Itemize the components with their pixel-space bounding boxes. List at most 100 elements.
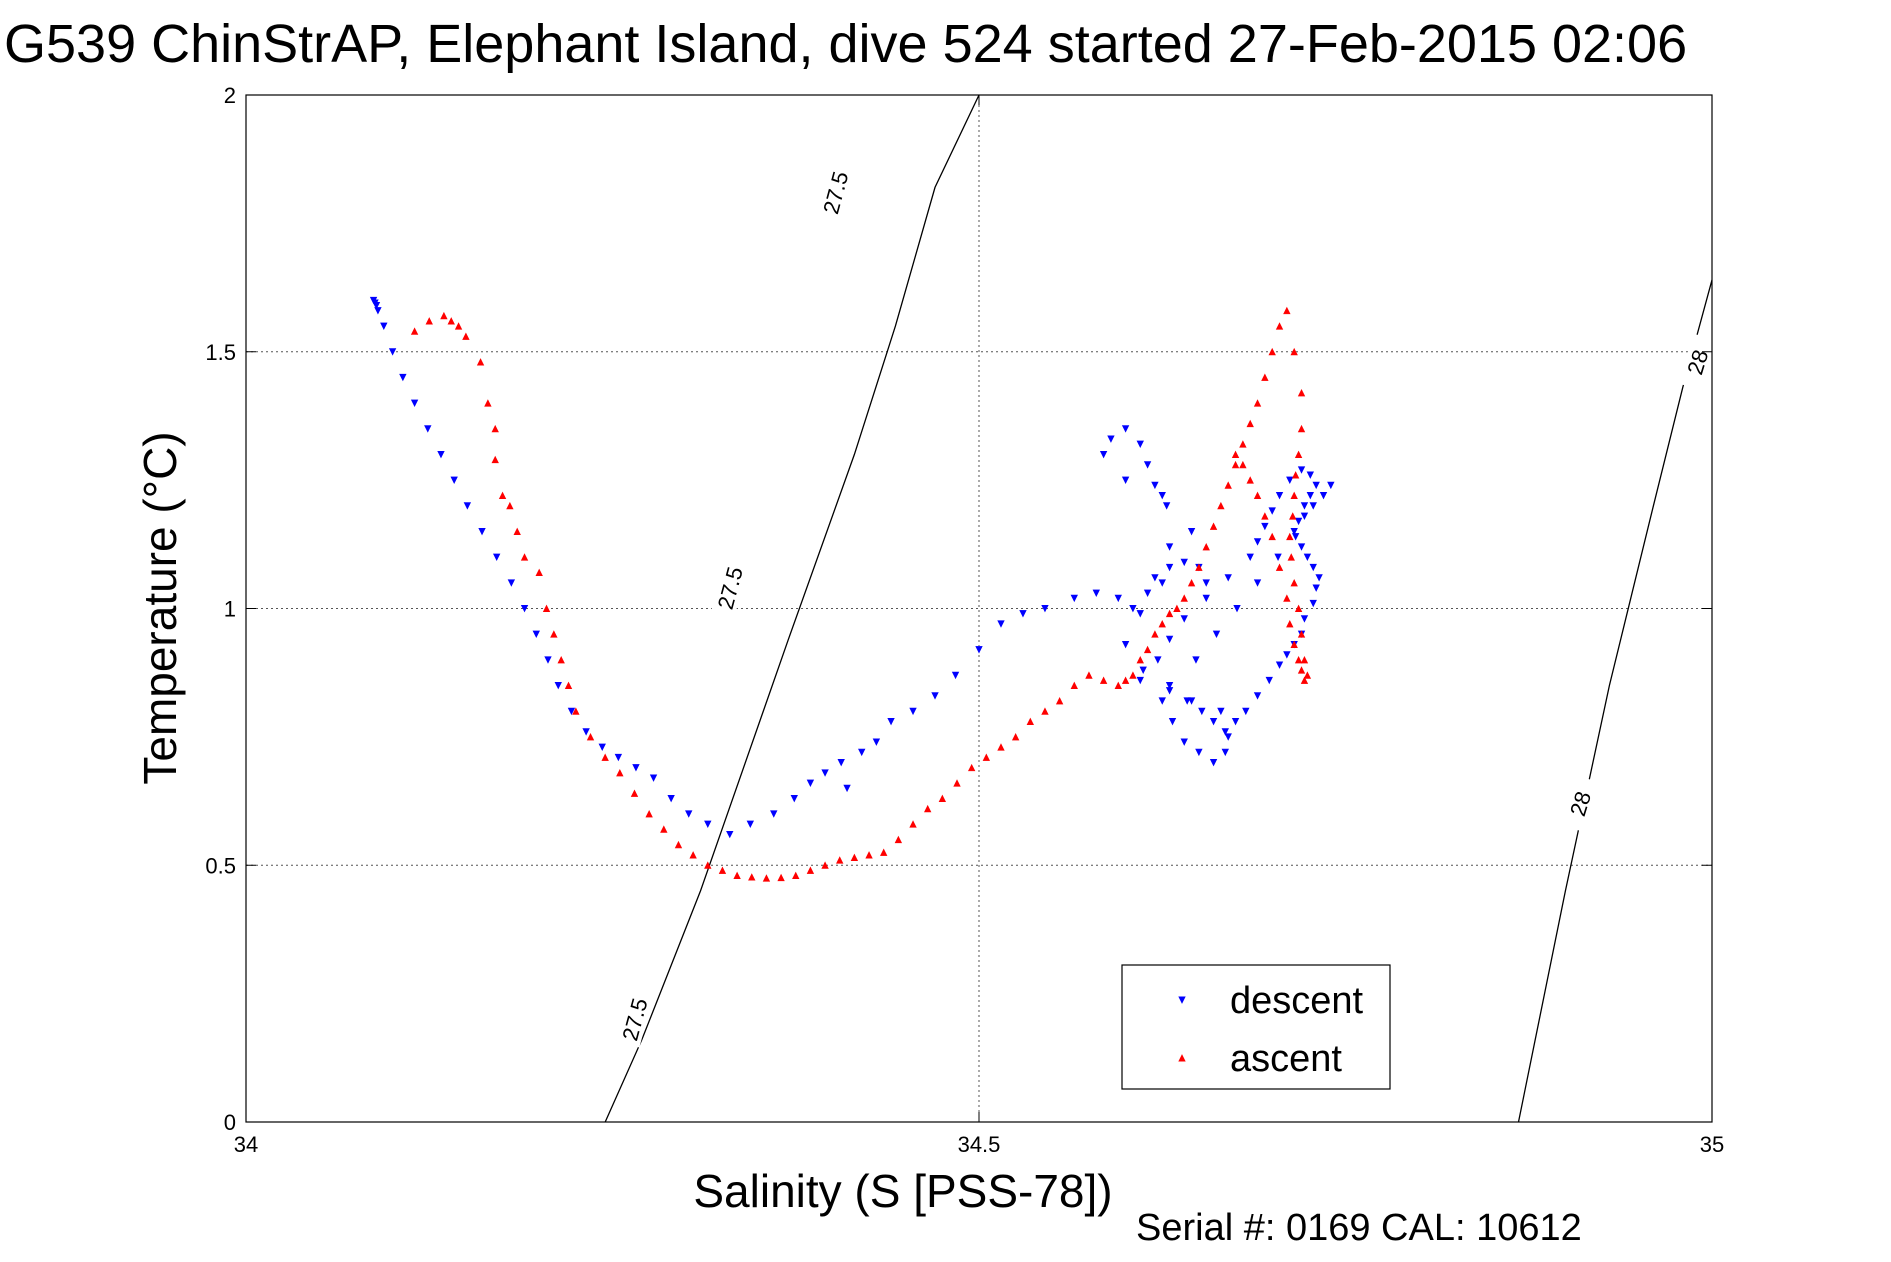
- ascent-point: [1121, 676, 1130, 684]
- ascent-point: [542, 604, 551, 613]
- descent-point: [667, 794, 675, 803]
- ascent-point: [1165, 609, 1174, 618]
- ascent-point: [1289, 512, 1297, 520]
- descent-point: [1224, 733, 1232, 741]
- descent-point: [1158, 492, 1166, 500]
- legend-box: [1121, 964, 1391, 1090]
- descent-point: [1242, 707, 1250, 716]
- descent-point: [507, 579, 516, 587]
- ascent-point: [909, 820, 917, 828]
- ascent-point: [1287, 553, 1295, 561]
- descent-point: [1312, 481, 1320, 490]
- descent-point: [951, 671, 960, 680]
- descent-point: [1231, 717, 1240, 726]
- chart-title: G539 ChinStrAP, Elephant Island, dive 52…: [4, 14, 1687, 74]
- ascent-point: [997, 743, 1005, 751]
- descent-point: [843, 784, 851, 793]
- isopycnal-27.5: [604, 94, 980, 1123]
- ascent-point: [1294, 604, 1303, 613]
- ascent-point: [1297, 666, 1306, 674]
- ascent-point: [1291, 471, 1300, 479]
- descent-point: [649, 774, 658, 782]
- descent-point: [1309, 563, 1317, 572]
- ascent-point: [1261, 373, 1269, 381]
- descent-point: [746, 820, 754, 829]
- descent-point: [1303, 553, 1312, 562]
- descent-point: [1121, 425, 1130, 433]
- legend-label-ascent: ascent: [1230, 1038, 1342, 1080]
- descent-point: [1253, 692, 1262, 700]
- descent-point: [931, 692, 939, 700]
- descent-point: [1212, 630, 1221, 639]
- descent-point: [1319, 492, 1328, 500]
- ascent-point: [630, 789, 639, 797]
- descent-point: [1041, 604, 1049, 613]
- descent-point: [399, 373, 407, 382]
- descent-point: [598, 743, 606, 752]
- isopycnal-label-bg: [1560, 775, 1600, 833]
- legend-marker-ascent: [1178, 1054, 1186, 1062]
- ascent-point: [1253, 399, 1262, 407]
- descent-point: [582, 728, 590, 736]
- descent-point: [614, 753, 623, 762]
- descent-point: [1180, 558, 1188, 567]
- descent-point: [1129, 604, 1137, 613]
- descent-point: [632, 764, 640, 772]
- ascent-point: [924, 804, 932, 813]
- descent-point: [770, 810, 778, 818]
- y-tick-label: 1: [224, 597, 236, 622]
- descent-point: [1136, 440, 1144, 449]
- ascent-point: [1283, 306, 1291, 315]
- ascent-point: [550, 630, 558, 638]
- descent-point: [1300, 502, 1309, 510]
- descent-point: [1165, 563, 1174, 572]
- descent-point: [975, 646, 983, 654]
- descent-point: [372, 302, 381, 310]
- descent-point: [997, 620, 1005, 628]
- descent-point: [493, 553, 501, 562]
- ascent-point: [689, 851, 697, 859]
- ascent-point: [1173, 604, 1181, 613]
- ascent-point: [1158, 620, 1166, 628]
- descent-point: [1233, 604, 1241, 613]
- descent-point: [1202, 594, 1210, 603]
- ascent-point: [1180, 594, 1188, 602]
- ascent-point: [1239, 440, 1247, 448]
- descent-point: [1275, 492, 1284, 500]
- descent-point: [1275, 661, 1284, 669]
- ascent-point: [491, 424, 499, 433]
- ascent-point: [557, 655, 565, 664]
- ascent-point: [1246, 419, 1254, 428]
- ascent-point: [1055, 697, 1064, 705]
- ascent-point: [718, 866, 727, 874]
- descent-point: [374, 307, 382, 315]
- descent-point: [1327, 481, 1335, 490]
- descent-point: [1202, 579, 1210, 587]
- ascent-point: [498, 491, 507, 500]
- ascent-point: [953, 779, 961, 787]
- ascent-point: [1300, 655, 1309, 664]
- ascent-point: [1286, 620, 1294, 628]
- ascent-point: [1011, 733, 1020, 741]
- ascent-series: [410, 306, 1312, 882]
- ascent-point: [1246, 476, 1254, 484]
- ascent-point: [762, 874, 771, 882]
- legend-ascent-triangle: [1178, 1054, 1186, 1062]
- descent-point: [1286, 476, 1294, 484]
- descent-point: [1312, 584, 1320, 592]
- descent-point: [1300, 512, 1309, 520]
- ascent-point: [1202, 543, 1210, 551]
- y-tick-label: 0: [224, 1110, 236, 1135]
- descent-point: [437, 450, 445, 459]
- descent-point: [704, 820, 712, 829]
- legend-descent-triangle: [1178, 996, 1186, 1004]
- ascent-point: [1085, 671, 1093, 679]
- ascent-point: [1275, 563, 1284, 571]
- descent-point: [821, 769, 829, 777]
- descent-point: [1309, 599, 1317, 608]
- isopycnal-label-bg: [711, 559, 749, 617]
- descent-point: [1165, 635, 1174, 644]
- descent-point: [1309, 502, 1317, 510]
- descent-point: [1297, 466, 1306, 474]
- descent-point: [1107, 435, 1115, 443]
